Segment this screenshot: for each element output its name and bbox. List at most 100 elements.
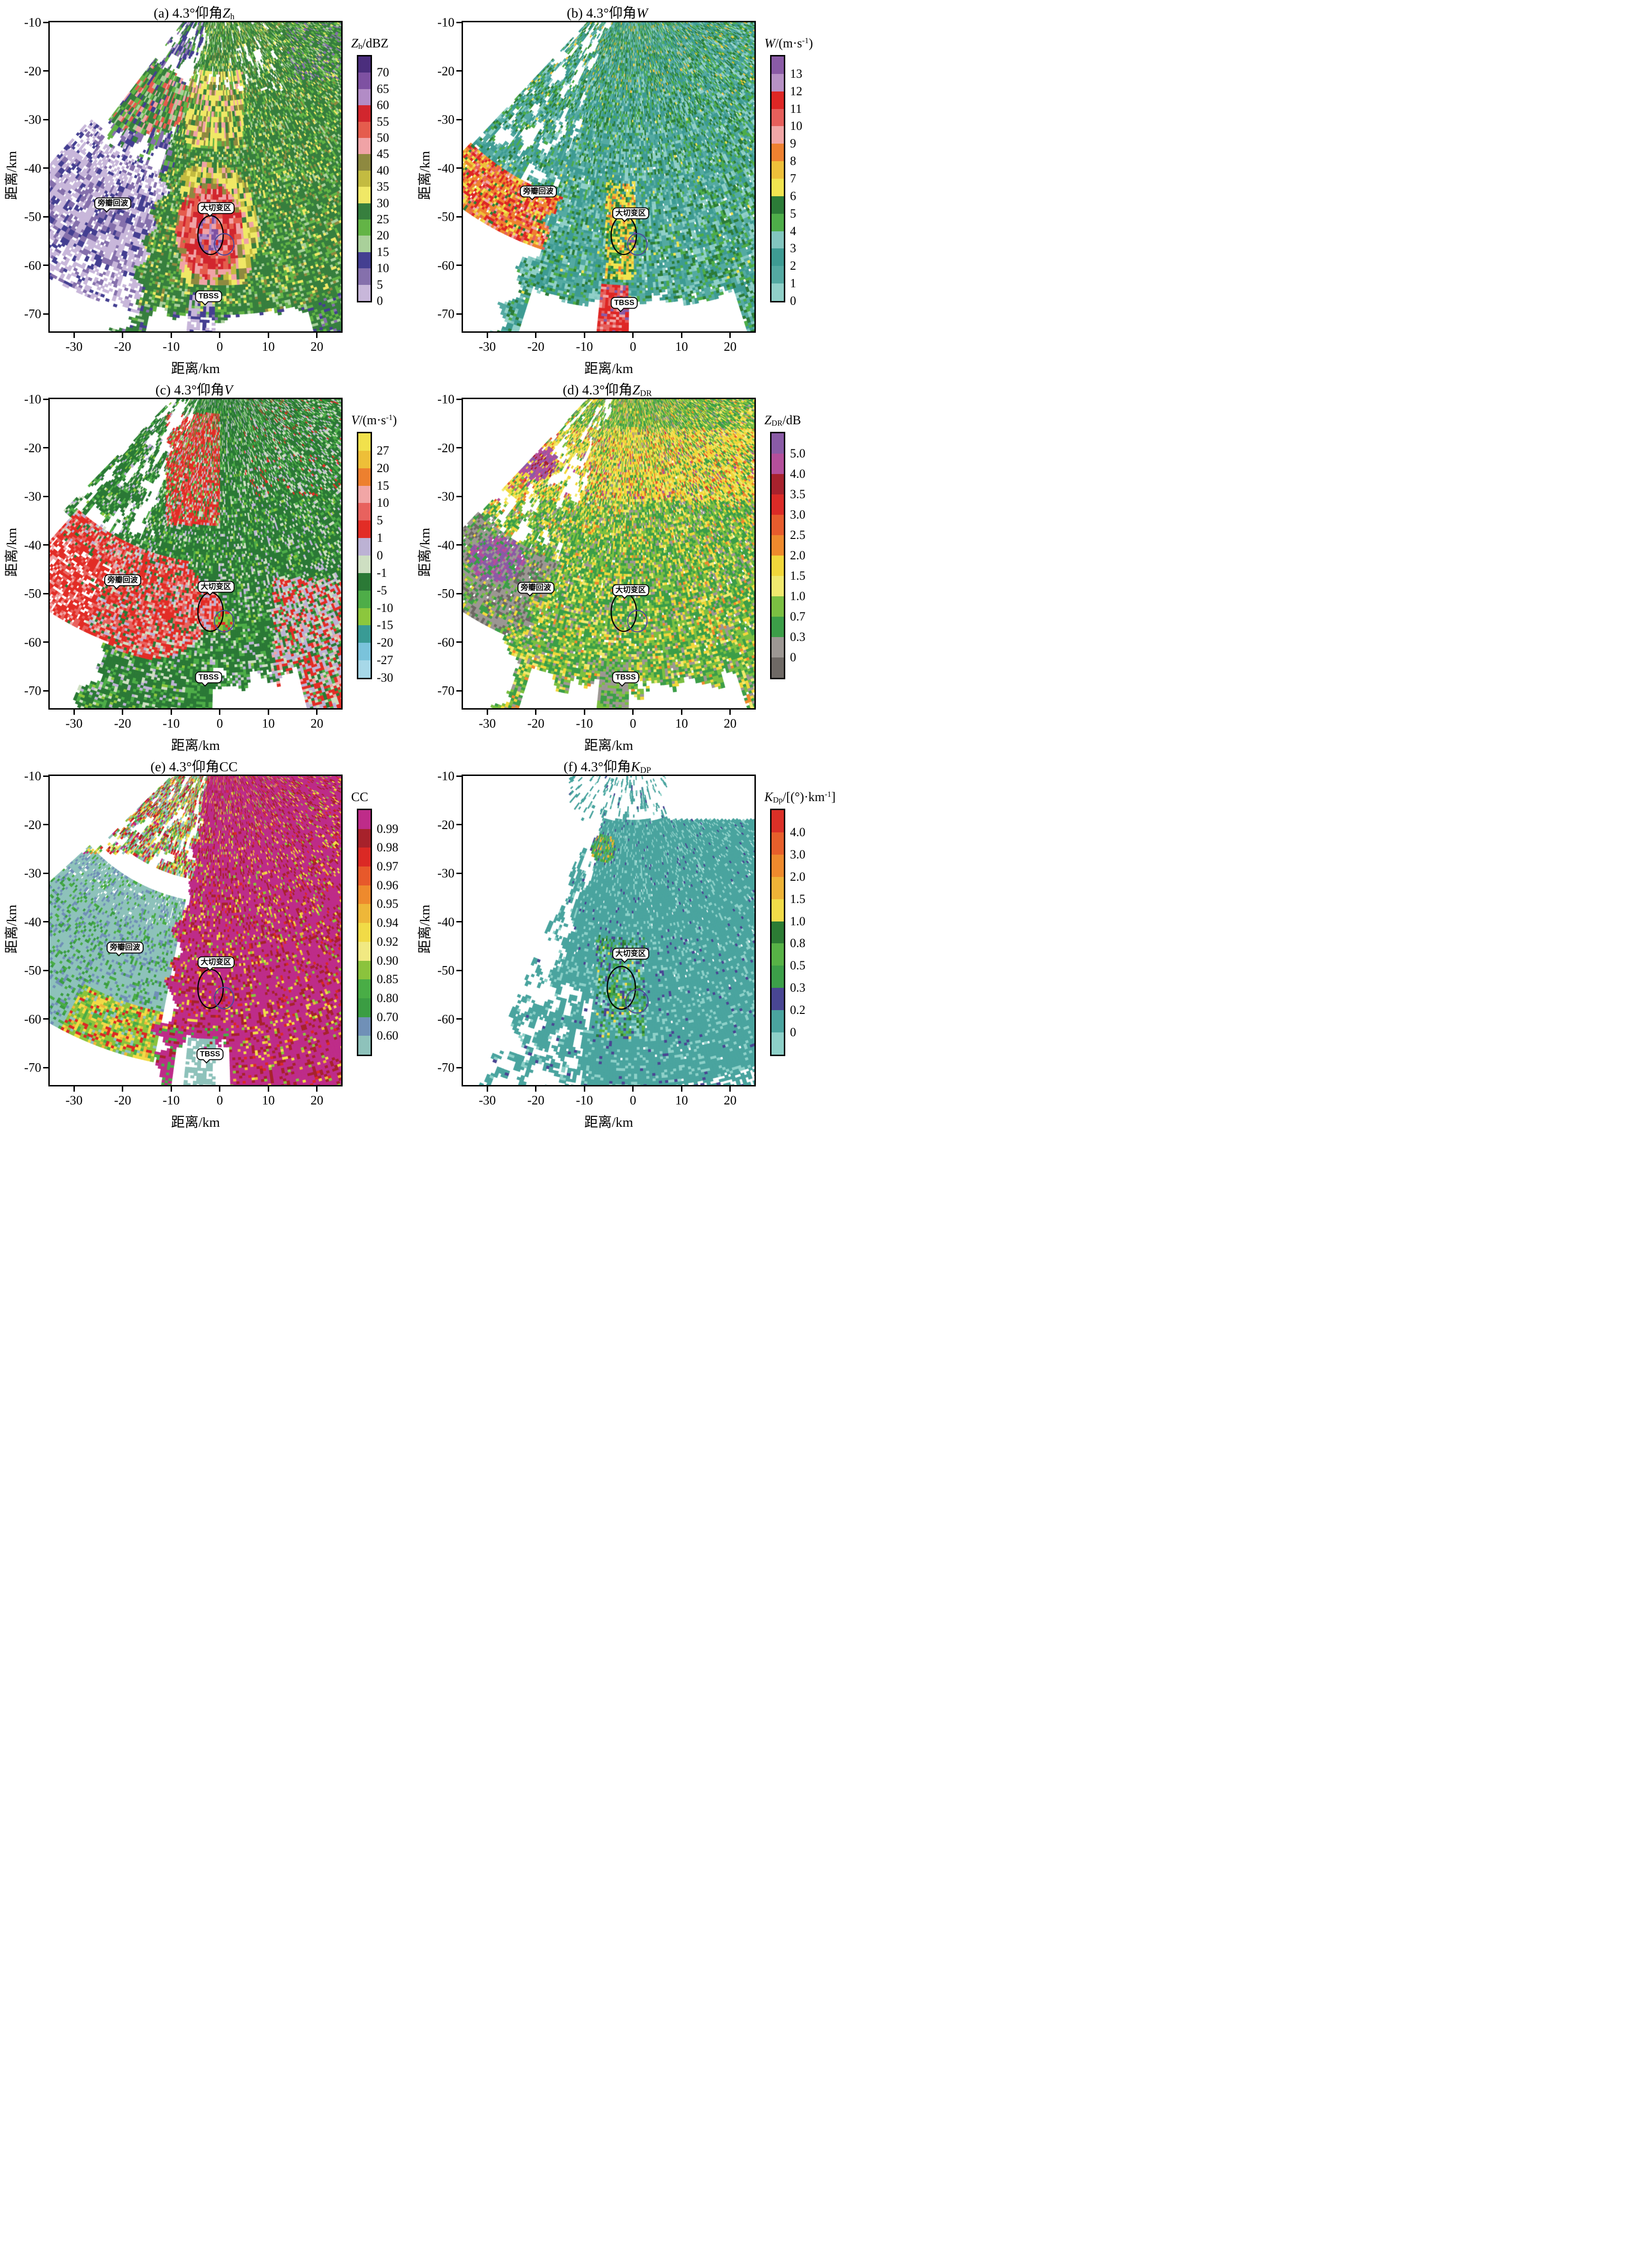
y-tick-mark: [456, 265, 462, 266]
x-tick-mark: [486, 1086, 488, 1092]
y-tick-mark: [43, 1018, 48, 1020]
colorbar-tick-label: 0.80: [377, 991, 399, 1005]
colorbar-tick-label: 0.70: [377, 1010, 399, 1024]
y-tick-mark: [43, 921, 48, 922]
text-segment: CC: [351, 790, 369, 804]
text-segment: V: [224, 383, 233, 398]
colorbar-segment: [358, 866, 371, 885]
annotation-shear-zone: 大切变区: [612, 207, 649, 222]
colorbar-tick-label: 12: [790, 84, 802, 98]
colorbar-tick-label: 3.0: [790, 847, 806, 861]
colorbar-segment: [772, 657, 784, 678]
text-segment: ): [808, 36, 813, 50]
x-tick-mark: [73, 333, 75, 338]
x-tick-label: -10: [576, 716, 593, 730]
colorbar-a: [357, 55, 372, 302]
annotation-label-tbss: TBSS: [198, 292, 219, 301]
colorbar-segment: [772, 283, 784, 301]
annotation-label-sidelobe-echo: 旁瓣回波: [109, 943, 140, 952]
colorbar-tick-label: 55: [377, 114, 389, 128]
x-tick-mark: [73, 1086, 75, 1092]
colorbar-tick-label: 60: [377, 98, 389, 112]
colorbar-tick-label: 0.99: [377, 821, 399, 836]
colorbar-tick-label: 25: [377, 212, 389, 226]
x-tick-mark: [729, 1086, 731, 1092]
colorbar-tick-label: 30: [377, 196, 389, 210]
x-tick-label: -20: [114, 716, 131, 730]
y-tick-label: -30: [24, 866, 41, 880]
y-tick-mark: [43, 824, 48, 825]
colorbar-tick-label: -27: [377, 653, 393, 667]
x-tick-mark: [535, 710, 537, 715]
x-tick-label: -10: [163, 716, 180, 730]
colorbar-segment: [772, 899, 784, 921]
y-tick-label: -40: [437, 538, 454, 552]
colorbar-segment: [772, 433, 784, 454]
colorbar-segment: [772, 1010, 784, 1033]
text-segment: ): [392, 413, 397, 427]
colorbar-tick-label: 5.0: [790, 447, 806, 460]
y-tick-label: -20: [24, 817, 41, 832]
colorbar-tick-label: 0.90: [377, 953, 399, 967]
colorbar-tick-label: 1.5: [790, 569, 806, 583]
y-tick-mark: [456, 872, 462, 874]
y-tick-label: -10: [437, 769, 454, 783]
secondary-region-ellipse: [214, 986, 235, 1010]
x-tick-mark: [316, 1086, 318, 1092]
annotation-shear-zone: 大切变区: [612, 584, 649, 599]
x-axis-label-e: 距离/km: [171, 1115, 220, 1130]
colorbar-segment: [358, 450, 371, 468]
colorbar-tick-label: 50: [377, 131, 389, 145]
y-tick-label: -50: [437, 963, 454, 977]
x-tick-mark: [486, 333, 488, 338]
colorbar-segment: [772, 810, 784, 832]
annotation-label-shear-zone: 大切变区: [200, 204, 231, 212]
y-tick-label: -30: [24, 112, 41, 127]
y-tick-label: -50: [24, 586, 41, 601]
annotation-label-tbss: TBSS: [198, 673, 219, 682]
radar-field-canvas-b: [463, 22, 754, 331]
x-tick-mark: [681, 710, 682, 715]
colorbar-tick-label: 65: [377, 82, 389, 96]
x-tick-mark: [219, 1086, 221, 1092]
colorbar-segment: [358, 810, 371, 829]
text-segment: Z: [222, 6, 230, 21]
annotation-label-tbss: TBSS: [200, 1050, 220, 1058]
y-tick-label: -20: [24, 64, 41, 78]
y-tick-mark: [456, 775, 462, 777]
colorbar-segment: [772, 556, 784, 576]
x-tick-mark: [122, 710, 124, 715]
y-tick-label: -60: [24, 258, 41, 273]
colorbar-segment: [772, 248, 784, 266]
colorbar-segment: [772, 966, 784, 988]
y-tick-mark: [43, 447, 48, 448]
colorbar-d: [770, 432, 785, 679]
x-axis-label-c: 距离/km: [171, 738, 220, 753]
colorbar-segment: [772, 231, 784, 249]
colorbar-title-b: W/(m·s-1): [764, 36, 813, 51]
y-tick-label: -60: [24, 635, 41, 649]
annotation-label-sidelobe-echo: 旁瓣回波: [98, 199, 128, 208]
panel-f: (f) 4.3°仰角KDP 大切变区 -10 -20 -30 -40 -50 -60 -70 -3…: [413, 754, 835, 1131]
y-tick-mark: [43, 690, 48, 692]
colorbar-tick-label: 0: [377, 294, 383, 308]
colorbar-segment: [772, 854, 784, 877]
text-segment: Z: [351, 36, 359, 50]
y-tick-mark: [456, 119, 462, 120]
radar-field-canvas-e: [50, 776, 341, 1085]
y-tick-mark: [456, 921, 462, 922]
text-segment: (e) 4.3°仰角CC: [150, 759, 238, 775]
colorbar-segment: [772, 1032, 784, 1055]
text-segment: -1: [386, 413, 393, 422]
y-tick-label: -20: [437, 440, 454, 455]
x-tick-label: -30: [65, 716, 83, 730]
colorbar-segment: [358, 203, 371, 220]
colorbar-tick-label: 10: [377, 496, 389, 510]
y-tick-mark: [456, 398, 462, 400]
colorbar-segment: [772, 988, 784, 1011]
colorbar-tick-label: 1.5: [790, 892, 806, 906]
text-segment: (b) 4.3°仰角: [566, 6, 636, 21]
x-tick-mark: [170, 1086, 172, 1092]
panel-title-e: (e) 4.3°仰角CC: [48, 756, 340, 775]
x-tick-mark: [122, 333, 124, 338]
